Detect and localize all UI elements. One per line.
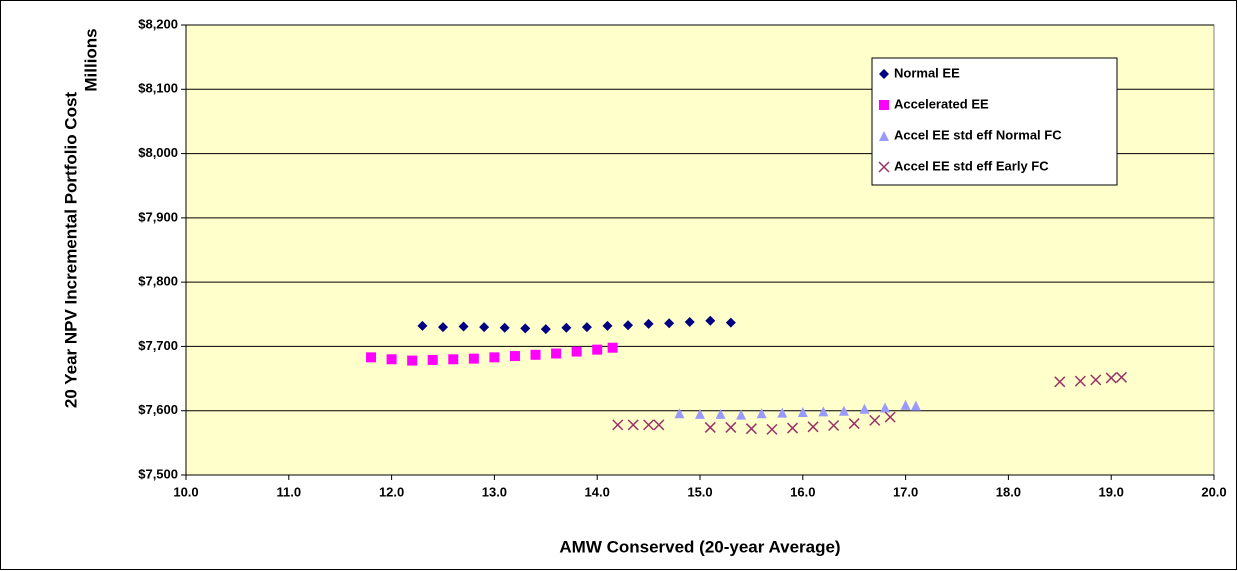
point [664, 318, 675, 329]
point [627, 419, 639, 431]
point [880, 402, 891, 413]
point [807, 421, 819, 433]
point [612, 419, 624, 431]
point [838, 405, 849, 416]
y-tick-label: $8,100 [138, 81, 178, 96]
point [736, 409, 747, 420]
x-tick-label: 17.0 [893, 484, 918, 499]
legend-marker [879, 100, 889, 110]
point [448, 354, 459, 365]
point [869, 414, 881, 426]
point [458, 321, 469, 332]
point [571, 346, 582, 357]
y-tick-label: $7,900 [138, 209, 178, 224]
point [489, 352, 500, 363]
point [479, 322, 490, 333]
point [607, 342, 618, 353]
x-tick-label: 12.0 [379, 484, 404, 499]
point [1074, 375, 1086, 387]
x-tick-label: 16.0 [790, 484, 815, 499]
point [797, 407, 808, 417]
point [786, 422, 799, 434]
point [427, 354, 438, 365]
y-tick-label: $7,500 [138, 466, 178, 481]
point [438, 322, 448, 333]
legend-label: Accel EE std eff Normal FC [894, 127, 1062, 142]
point [643, 419, 655, 431]
point [530, 349, 541, 360]
point [900, 399, 911, 410]
x-tick-label: 10.0 [173, 484, 198, 499]
y-tick-label: $7,600 [138, 402, 178, 417]
point [745, 423, 757, 435]
y-tick-label: $7,800 [138, 274, 178, 289]
legend-marker [878, 161, 890, 173]
point [499, 322, 510, 333]
point [884, 411, 896, 423]
point [1105, 372, 1117, 384]
x-tick-label: 20.0 [1201, 484, 1226, 499]
point [684, 317, 695, 327]
legend-label: Accel EE std eff Early FC [894, 158, 1049, 173]
y-tick-label: $7,700 [138, 338, 178, 353]
point [705, 315, 716, 326]
point [653, 419, 665, 431]
point [540, 324, 551, 335]
point [1115, 371, 1128, 383]
point [468, 353, 479, 364]
x-tick-label: 19.0 [1099, 484, 1124, 499]
point [407, 355, 418, 366]
point [725, 317, 736, 328]
point [756, 408, 767, 419]
point [602, 320, 613, 331]
point [715, 408, 726, 419]
x-tick-label: 15.0 [687, 484, 712, 499]
x-axis-title: AMW Conserved (20-year Average) [559, 537, 840, 556]
point [848, 418, 860, 430]
x-tick-label: 13.0 [482, 484, 507, 499]
point [725, 421, 737, 433]
x-tick-label: 18.0 [996, 484, 1021, 499]
point [704, 421, 716, 433]
y-axis-title: 20 Year NPV Incremental Portfolio Cost [61, 92, 80, 409]
point [509, 351, 520, 362]
point [366, 352, 377, 363]
point [643, 318, 654, 329]
point [828, 419, 840, 432]
y-tick-label: $8,200 [138, 16, 178, 31]
point [818, 406, 829, 417]
point [1054, 376, 1066, 388]
point [777, 407, 788, 418]
point [592, 344, 603, 355]
legend-box [871, 57, 1118, 186]
point [386, 354, 397, 365]
y-axis-unit: Millions [81, 28, 100, 91]
point [695, 408, 705, 419]
point [581, 322, 592, 333]
point [520, 323, 531, 334]
y-tick-label: $8,000 [138, 145, 178, 160]
point [1090, 374, 1102, 386]
point [859, 403, 870, 414]
point [561, 322, 572, 333]
point [623, 320, 634, 331]
legend-label: Accelerated EE [894, 96, 989, 111]
x-tick-label: 14.0 [585, 484, 610, 499]
point [910, 400, 921, 411]
legend-marker [879, 69, 889, 79]
legend-label: Normal EE [894, 65, 960, 80]
point [766, 423, 778, 435]
legend-marker [879, 131, 889, 141]
point [674, 408, 685, 419]
point [551, 348, 562, 359]
x-tick-label: 11.0 [277, 484, 302, 499]
point [417, 320, 428, 331]
